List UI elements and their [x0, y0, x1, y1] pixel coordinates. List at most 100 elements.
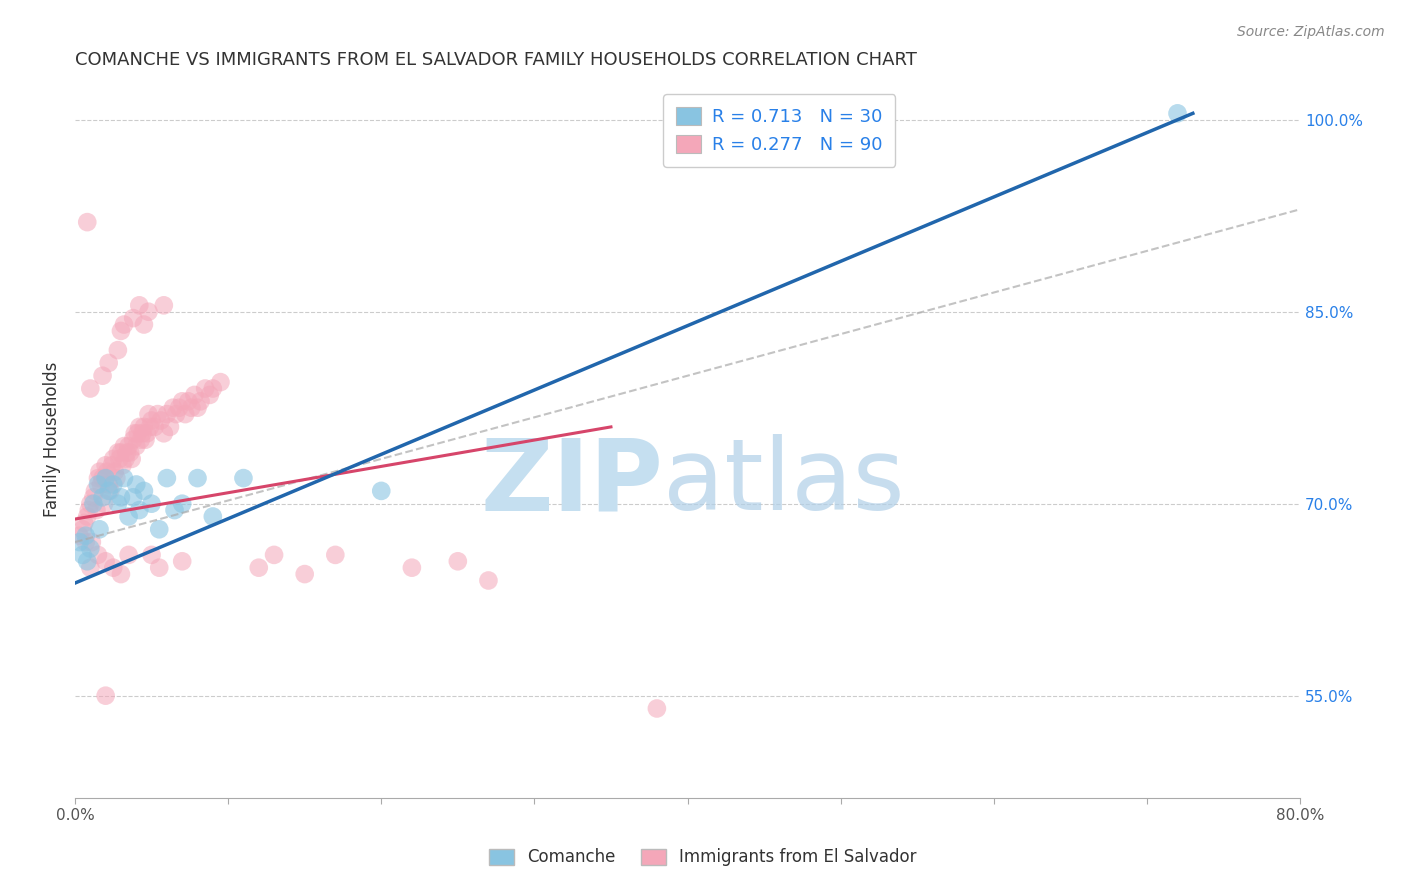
Point	[370, 483, 392, 498]
Point	[100, 458, 122, 473]
Point	[110, 491, 132, 505]
Point	[117, 548, 139, 562]
Point	[124, 426, 146, 441]
Point	[323, 548, 346, 562]
Point	[103, 477, 125, 491]
Point	[75, 529, 97, 543]
Point	[136, 426, 159, 441]
Point	[94, 471, 117, 485]
Point	[163, 503, 186, 517]
Point	[138, 304, 160, 318]
Point	[153, 426, 176, 441]
Point	[134, 433, 156, 447]
Point	[97, 483, 120, 498]
Point	[76, 554, 98, 568]
Point	[90, 477, 112, 491]
Point	[87, 471, 110, 485]
Point	[87, 548, 110, 562]
Point	[131, 426, 153, 441]
Point	[149, 413, 172, 427]
Point	[97, 477, 120, 491]
Point	[194, 382, 217, 396]
Point	[107, 343, 129, 358]
Point	[89, 465, 111, 479]
Point	[186, 401, 208, 415]
Point	[138, 407, 160, 421]
Point	[201, 382, 224, 396]
Point	[94, 458, 117, 473]
Point	[125, 439, 148, 453]
Point	[91, 471, 114, 485]
Point	[294, 567, 316, 582]
Point	[120, 445, 142, 459]
Point	[167, 401, 190, 415]
Point	[132, 318, 155, 332]
Point	[114, 451, 136, 466]
Point	[96, 465, 118, 479]
Point	[73, 516, 96, 530]
Point	[141, 497, 163, 511]
Point	[69, 535, 91, 549]
Point	[110, 324, 132, 338]
Point	[247, 560, 270, 574]
Point	[121, 451, 143, 466]
Point	[112, 471, 135, 485]
Point	[93, 497, 115, 511]
Point	[98, 483, 121, 498]
Point	[127, 426, 149, 441]
Point	[198, 388, 221, 402]
Point	[146, 407, 169, 421]
Point	[103, 560, 125, 574]
Point	[89, 522, 111, 536]
Point	[112, 439, 135, 453]
Point	[209, 375, 232, 389]
Point	[132, 420, 155, 434]
Point	[172, 554, 194, 568]
Point	[122, 311, 145, 326]
Point	[97, 356, 120, 370]
Text: ZIP: ZIP	[479, 434, 664, 532]
Point	[190, 394, 212, 409]
Point	[139, 420, 162, 434]
Point	[180, 401, 202, 415]
Point	[232, 471, 254, 485]
Point	[91, 368, 114, 383]
Point	[447, 554, 470, 568]
Point	[112, 318, 135, 332]
Point	[174, 407, 197, 421]
Point	[76, 509, 98, 524]
Point	[477, 574, 499, 588]
Point	[104, 465, 127, 479]
Point	[94, 554, 117, 568]
Point	[105, 471, 128, 485]
Point	[125, 477, 148, 491]
Point	[69, 529, 91, 543]
Point	[183, 388, 205, 402]
Point	[128, 420, 150, 434]
Point	[72, 522, 94, 536]
Point	[82, 491, 104, 505]
Point	[148, 560, 170, 574]
Point	[80, 535, 103, 549]
Point	[186, 471, 208, 485]
Point	[110, 567, 132, 582]
Point	[107, 497, 129, 511]
Point	[79, 541, 101, 556]
Text: Source: ZipAtlas.com: Source: ZipAtlas.com	[1237, 25, 1385, 39]
Point	[132, 483, 155, 498]
Point	[79, 497, 101, 511]
Point	[91, 491, 114, 505]
Point	[122, 433, 145, 447]
Point	[108, 451, 131, 466]
Point	[77, 503, 100, 517]
Point	[110, 445, 132, 459]
Point	[263, 548, 285, 562]
Point	[148, 522, 170, 536]
Point	[79, 560, 101, 574]
Point	[401, 560, 423, 574]
Point	[76, 215, 98, 229]
Point	[103, 451, 125, 466]
Point	[156, 407, 179, 421]
Point	[141, 548, 163, 562]
Point	[128, 503, 150, 517]
